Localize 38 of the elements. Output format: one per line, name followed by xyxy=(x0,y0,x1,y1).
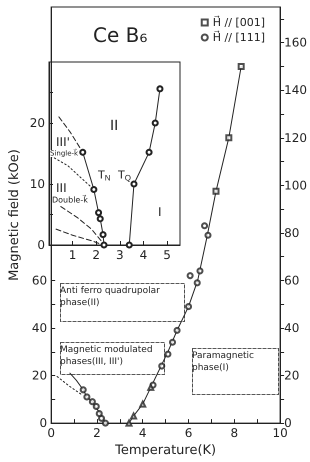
x-tick-label: 3 xyxy=(116,248,124,262)
x-tick-label: 2 xyxy=(92,248,100,262)
y2-tick-label: 140 xyxy=(284,83,307,98)
x-tick-label: 2 xyxy=(93,426,101,440)
x-tick-label: 1 xyxy=(68,248,76,262)
y-tick-label: 0 xyxy=(40,416,48,430)
y-tick-label: 20 xyxy=(32,368,48,383)
y2-tick-label: 120 xyxy=(284,130,307,145)
y2-tick-label: 40 xyxy=(284,320,300,335)
legend-label: H⃗ // [001] xyxy=(212,14,266,29)
y-axis-title: Magnetic field (kOe) xyxy=(7,149,22,281)
legend-label: H⃗ // [111] xyxy=(212,30,266,44)
annotation: III xyxy=(56,181,67,195)
y2-tick-label: 80 xyxy=(284,226,300,240)
annotation: Double-k⃗ xyxy=(52,194,88,204)
annotation: II xyxy=(110,118,118,134)
x-tick-label: 5 xyxy=(163,248,171,262)
annotation: III' xyxy=(56,135,70,149)
y-tick-label: 0 xyxy=(37,238,45,252)
y-tick-label: 20 xyxy=(30,116,45,130)
y2-tick-label: 60 xyxy=(284,273,300,288)
y-tick-label: 40 xyxy=(32,320,48,335)
annotation: Anti ferro quadrupolar phase(II) xyxy=(60,286,163,308)
x-tick-label: 4 xyxy=(140,248,148,262)
x-tick-label: 8 xyxy=(230,426,238,440)
annotation: Magnetic modulated phases(III, III') xyxy=(60,345,156,367)
x-tick-label: 6 xyxy=(184,426,192,440)
y-tick-label: 60 xyxy=(32,273,48,288)
text: Ce B₆ xyxy=(93,23,148,47)
y2-tick-label: 20 xyxy=(284,368,300,383)
x-tick-label: 4 xyxy=(138,426,147,440)
x-tick-label: 10 xyxy=(272,426,288,440)
annotation: I xyxy=(158,205,162,219)
y-tick-label: 10 xyxy=(30,177,45,191)
annotation: Paramagnetic phase(I) xyxy=(192,351,257,373)
y2-tick-label: 100 xyxy=(284,178,307,192)
x-axis-title: Temperature(K) xyxy=(114,443,216,458)
y2-tick-label: 160 xyxy=(284,36,307,50)
